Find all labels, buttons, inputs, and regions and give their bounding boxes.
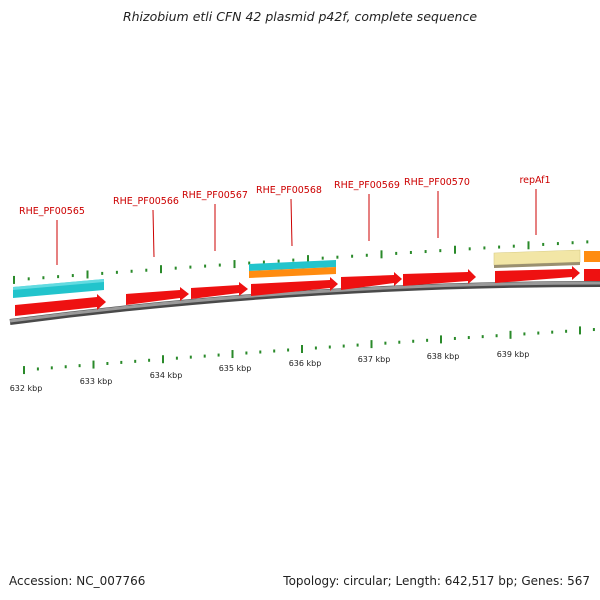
gene-label[interactable]: RHE_PF00568 (256, 185, 322, 196)
gene-label[interactable]: RHE_PF00567 (182, 190, 248, 201)
feature-track (13, 249, 600, 316)
accession-text: Accession: NC_007766 (9, 574, 146, 588)
scale-label: 634 kbp (150, 371, 183, 380)
gene-arrow-repAf1[interactable] (495, 266, 580, 283)
gene-label[interactable]: RHE_PF00565 (19, 206, 85, 217)
cyan-feature-568[interactable] (249, 260, 336, 271)
gene-label-leader (290, 198, 293, 247)
gene-label[interactable]: repAf1 (519, 175, 550, 186)
cyan-feature-left-highlight (13, 279, 104, 290)
scale-label: 632 kbp (10, 384, 43, 393)
scale-labels: 632 kbp 633 kbp 634 kbp 635 kbp 636 kbp 637 k… (10, 350, 530, 393)
gene-label[interactable]: RHE_PF00566 (113, 196, 179, 207)
gene-arrow-567[interactable] (191, 282, 248, 299)
gene-arrow-569[interactable] (341, 272, 402, 290)
scale-label: 636 kbp (289, 359, 322, 368)
gene-arrow-566[interactable] (126, 287, 189, 305)
gene-label-leaders (56, 189, 537, 265)
gene-arrow-565[interactable] (15, 294, 106, 316)
scale-label: 638 kbp (427, 352, 460, 361)
topology-summary: Topology: circular; Length: 642,517 bp; … (283, 574, 590, 588)
sequence-backbone (9, 281, 600, 323)
lower-tick-row (23, 326, 595, 375)
gene-arrow-568[interactable] (251, 277, 338, 296)
gene-label[interactable]: RHE_PF00569 (334, 180, 400, 191)
upper-tick-row (13, 240, 589, 284)
map-title: Rhizobium etli CFN 42 plasmid p42f, comp… (122, 9, 478, 24)
scale-label: 637 kbp (358, 355, 391, 364)
orange-feature-right[interactable] (584, 251, 600, 262)
gene-arrow-570[interactable] (403, 269, 476, 286)
gene-label[interactable]: RHE_PF00570 (404, 177, 470, 188)
scale-label: 633 kbp (80, 377, 113, 386)
gene-arrow-right[interactable] (584, 269, 600, 281)
gene-label-leader (152, 209, 155, 258)
scale-label: 635 kbp (219, 364, 252, 373)
repAf1-tan-feature-shadow (494, 262, 580, 268)
orange-feature-568[interactable] (249, 267, 336, 278)
scale-label: 639 kbp (497, 350, 530, 359)
